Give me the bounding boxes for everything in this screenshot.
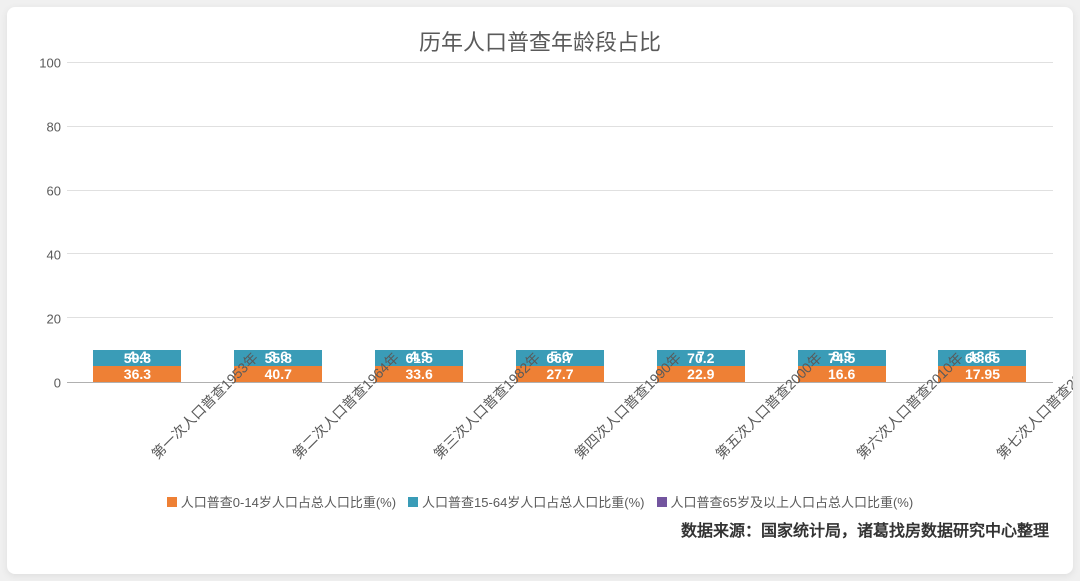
grid-line <box>67 126 1053 127</box>
chart-title: 历年人口普查年龄段占比 <box>27 17 1053 63</box>
grid-line <box>67 62 1053 63</box>
y-tick: 80 <box>47 120 61 135</box>
bar-value-label: 27.7 <box>546 366 573 382</box>
bar-value-label: 8.9 <box>832 348 851 364</box>
y-tick: 40 <box>47 248 61 263</box>
y-tick: 20 <box>47 312 61 327</box>
bar-value-label: 22.9 <box>687 366 714 382</box>
legend-swatch <box>408 497 418 507</box>
bar-value-label: 33.6 <box>405 366 432 382</box>
y-tick: 60 <box>47 184 61 199</box>
bar-value-label: 3.6 <box>269 348 288 364</box>
bar-value-label: 17.95 <box>965 366 1000 382</box>
bar-value-label: 36.3 <box>124 366 151 382</box>
grid-line <box>67 253 1053 254</box>
chart-card: 历年人口普查年龄段占比 0 20 40 60 80 100 4.459.336.3 3.6 5… <box>7 7 1073 574</box>
bar-value-label: 40.7 <box>265 366 292 382</box>
bar-value-label: 4.9 <box>409 348 428 364</box>
y-axis: 020406080100 <box>27 63 67 383</box>
plot-row: 020406080100 4.459.336.33.655.840.74.961… <box>27 63 1053 383</box>
bar-value-label: 13.5 <box>969 348 996 364</box>
bar-value-label: 5.6 <box>550 348 569 364</box>
source-label: 数据来源：国家统计局，诸葛找房数据研究中心整理 <box>27 517 1053 541</box>
plot-area: 4.459.336.33.655.840.74.961.533.65.666.7… <box>67 63 1053 383</box>
bar-segment-age_0_14: 36.3 <box>93 366 181 382</box>
y-tick: 100 <box>39 56 61 71</box>
legend-label: 人口普查15-64岁人口占总人口比重(%) <box>422 492 644 511</box>
x-axis: 第一次人口普查1953年第二次人口普查1964年第三次人口普查1982年第四次人… <box>67 383 1053 488</box>
bar-value-label: 4.4 <box>128 348 147 364</box>
legend-item: 人口普查15-64岁人口占总人口比重(%) <box>408 492 644 511</box>
grid-line <box>67 317 1053 318</box>
grid-line <box>67 190 1053 191</box>
bar-column: 4.459.336.3 <box>93 350 181 382</box>
bars-container: 4.459.336.33.655.840.74.961.533.65.666.7… <box>67 63 1053 382</box>
y-tick: 0 <box>54 376 61 391</box>
legend-swatch <box>167 497 177 507</box>
bar-value-label: 16.6 <box>828 366 855 382</box>
bar-value-label: 7 <box>697 348 705 364</box>
